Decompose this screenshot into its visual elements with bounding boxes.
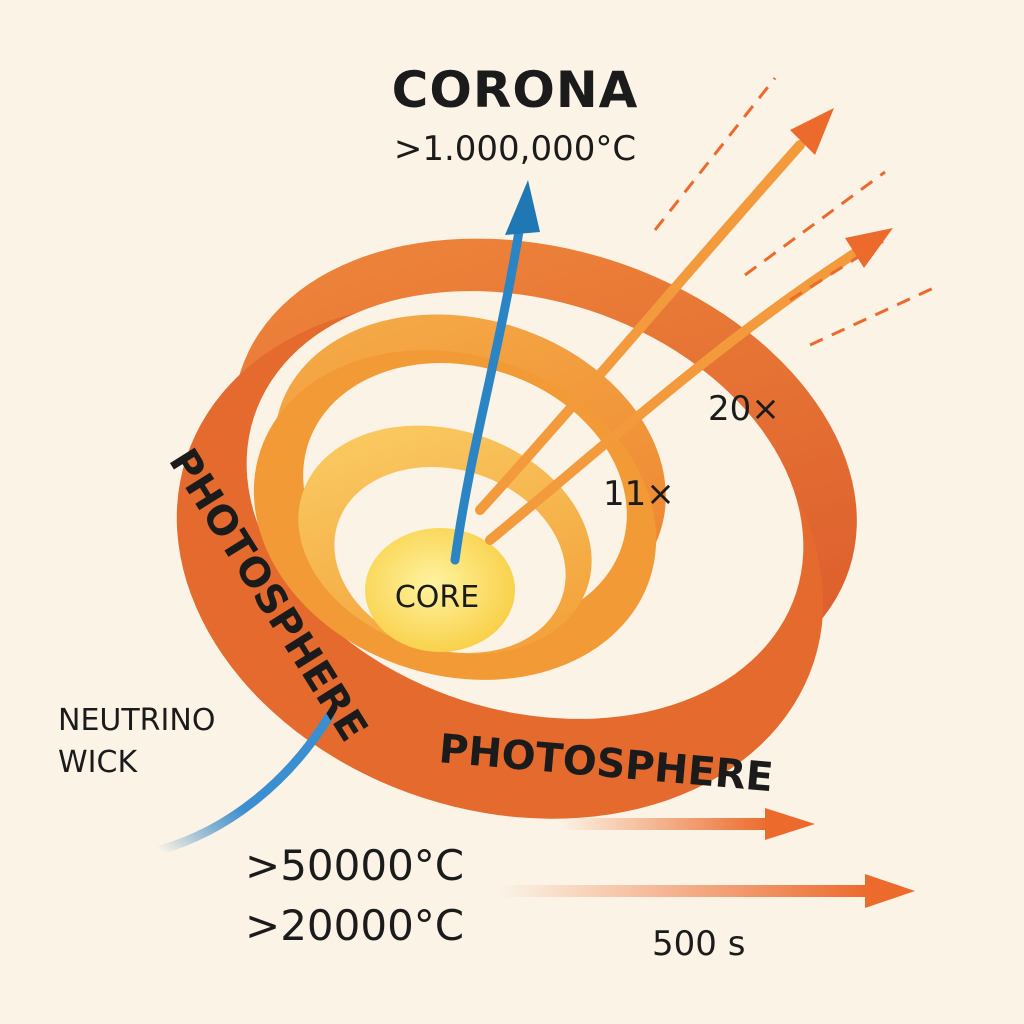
neutrino-wick-tail [155, 710, 335, 855]
time-label: 500 s [652, 924, 745, 964]
radiation-arrow-2 [485, 228, 893, 545]
core-sphere [365, 528, 515, 652]
temperature-line-2: >20000°C [245, 901, 464, 950]
multiplier-outer: 20× [708, 389, 780, 429]
multiplier-middle: 11× [603, 474, 675, 514]
radiation-arrow-1 [475, 108, 834, 515]
core-label: CORE [395, 580, 479, 615]
neutrino-label-line2: WICK [58, 745, 138, 780]
corona-temperature: >1.000,000°C [394, 129, 636, 169]
neutrino-up-arrow [450, 180, 540, 565]
temperature-line-1: >50000°C [245, 841, 464, 890]
dashed-rays [653, 77, 941, 347]
title-corona: CORONA [392, 61, 639, 119]
bottom-arrow-1 [560, 808, 815, 840]
bottom-arrow-2 [500, 874, 915, 908]
neutrino-label-line1: NEUTRINO [58, 703, 215, 738]
